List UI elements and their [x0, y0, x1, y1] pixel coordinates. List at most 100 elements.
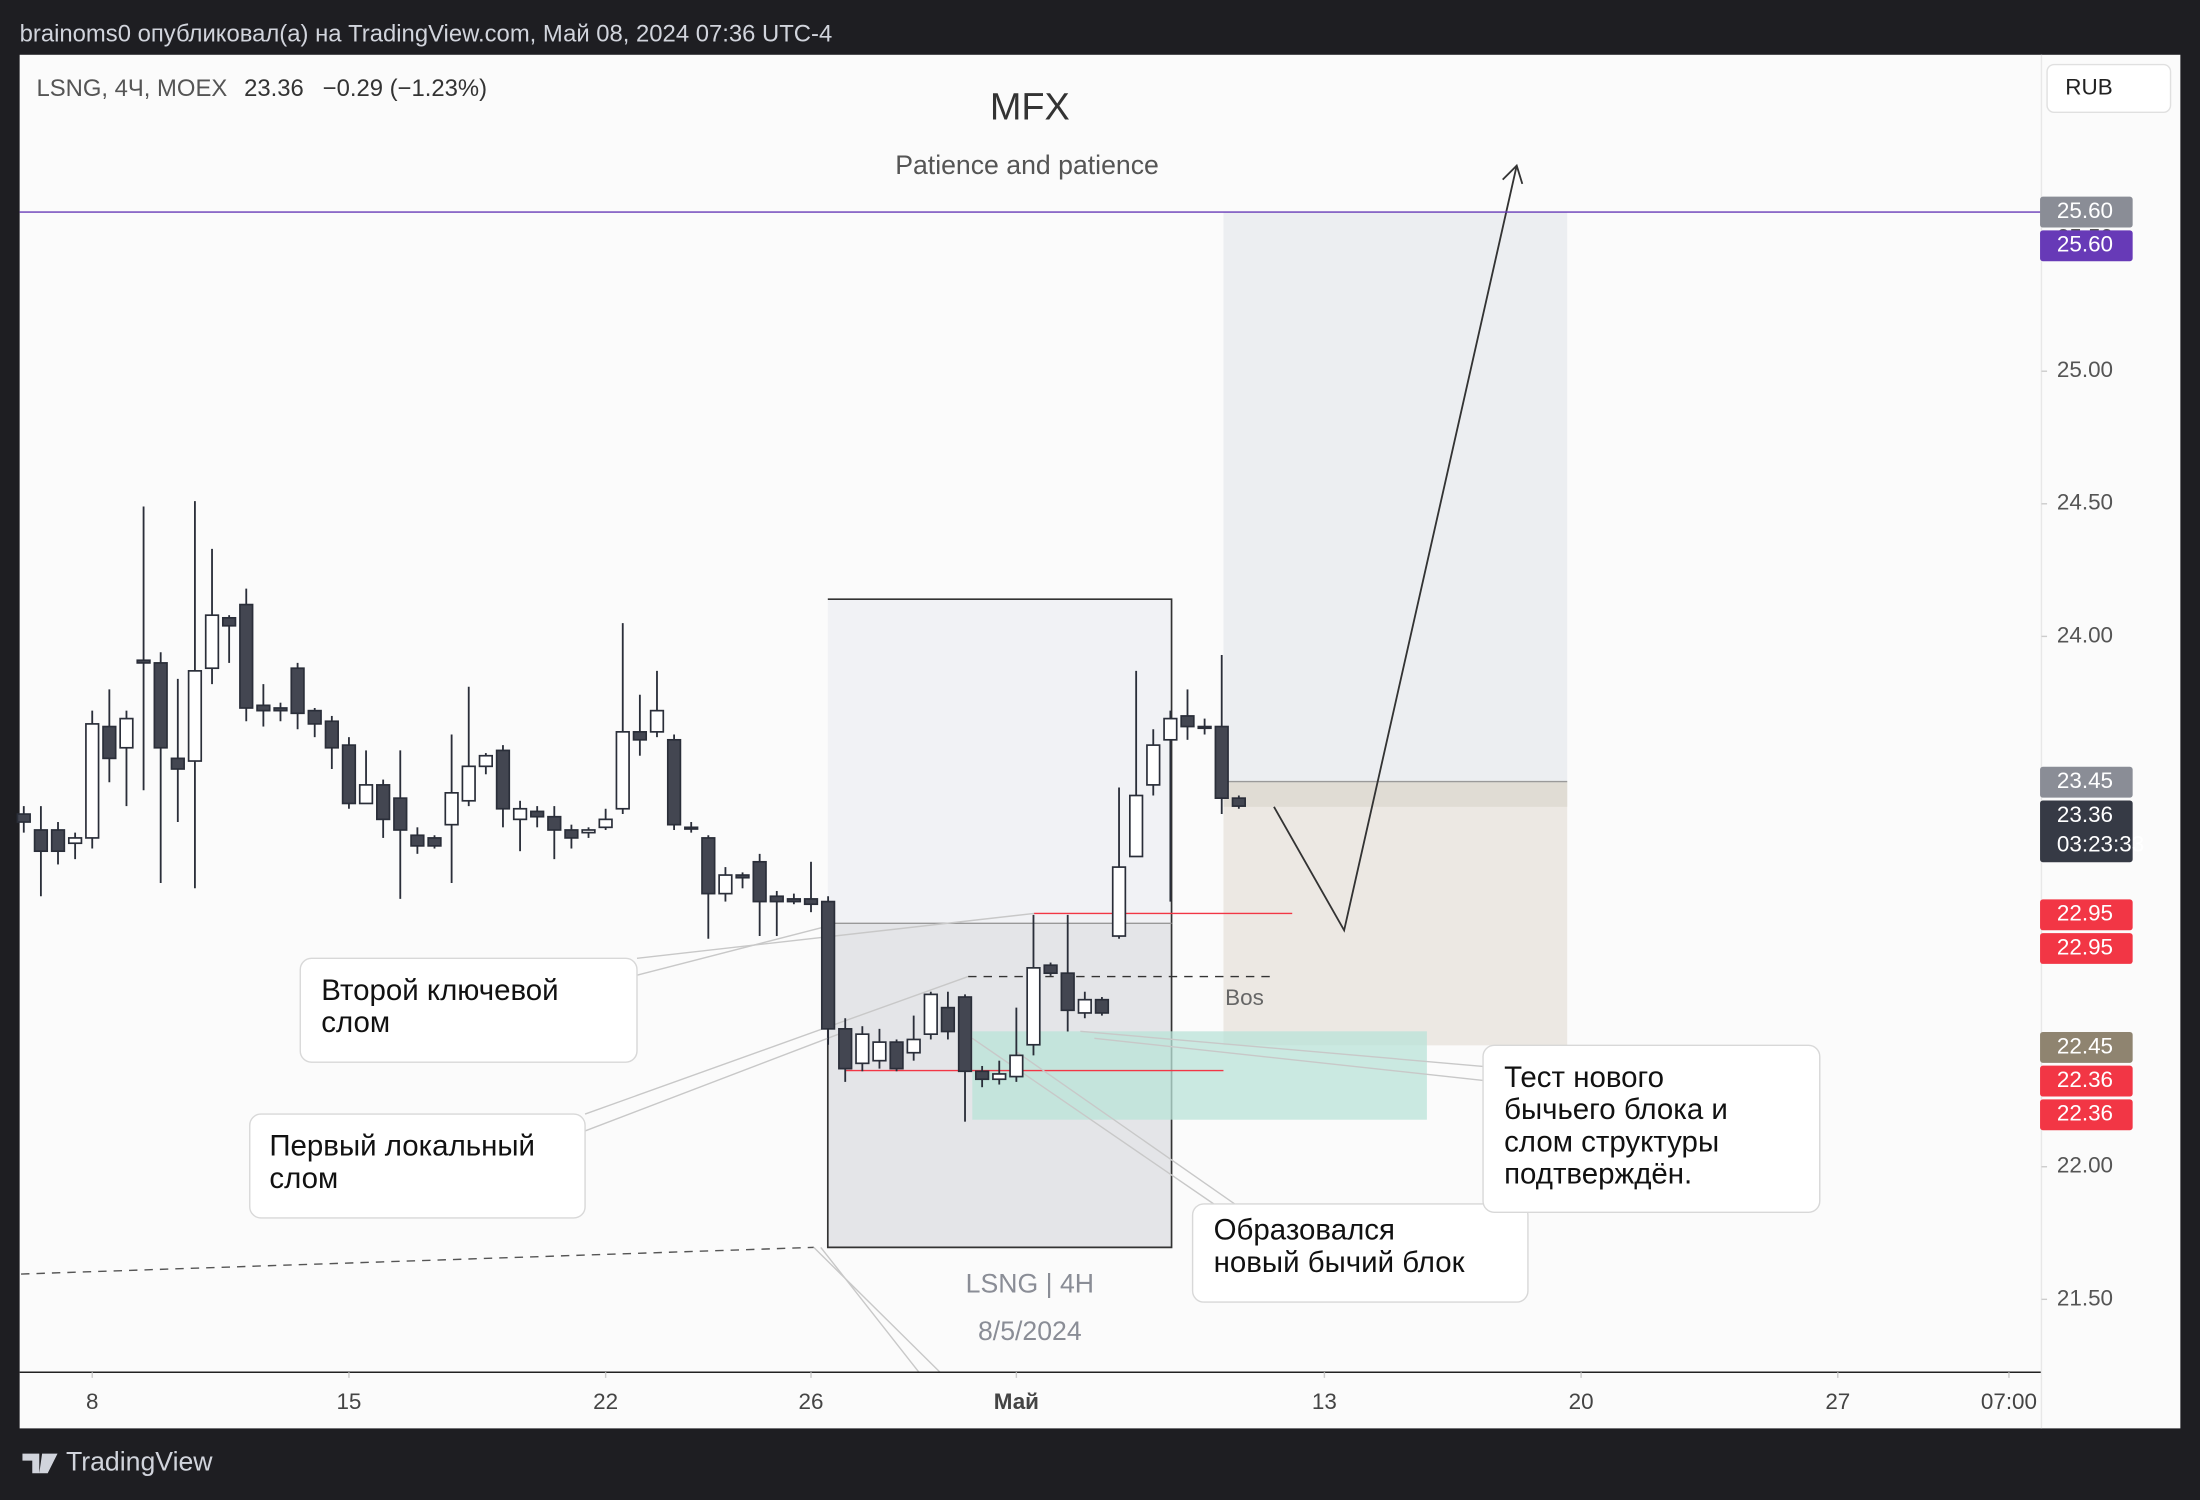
- annotation: подтверждён.: [1504, 1158, 1692, 1191]
- candle-body: [376, 784, 391, 821]
- published: brainoms0 опубликовал(а) на TradingView.…: [20, 20, 833, 47]
- candle-body: [1077, 998, 1092, 1014]
- annotation: Второй ключевой: [321, 974, 558, 1007]
- chart-title: MFX: [990, 87, 1070, 129]
- price-label-box: [2040, 1065, 2133, 1097]
- candle-body: [16, 813, 31, 823]
- currency-button[interactable]: [2046, 63, 2172, 114]
- candle-body: [974, 1070, 990, 1081]
- candle-body: [1214, 725, 1229, 799]
- candle-body: [444, 792, 459, 826]
- price-label-box: [2040, 196, 2133, 228]
- candle-body: [803, 898, 819, 906]
- price-label: 25.60: [2057, 198, 2113, 223]
- logo: [22, 1453, 58, 1474]
- x-tick-label: 8: [86, 1389, 98, 1414]
- candle-body: [136, 659, 151, 664]
- price-label-box: [2040, 1031, 2133, 1063]
- candle-body: [1009, 1054, 1024, 1078]
- annotation: Образовался: [1214, 1214, 1395, 1247]
- candle-body: [1060, 972, 1075, 1012]
- watermark: LSNG | 4H: [966, 1268, 1094, 1298]
- price-label-box: [2040, 766, 2133, 798]
- candle-body: [992, 1073, 1007, 1081]
- candle-body: [581, 829, 596, 834]
- price-label-box: [2040, 933, 2133, 964]
- candle-body: [290, 667, 305, 715]
- candle-body: [50, 829, 66, 853]
- price-label-box: [2040, 800, 2133, 863]
- candle-body: [461, 765, 476, 802]
- candle-body: [564, 829, 579, 839]
- candle-body: [1111, 866, 1127, 937]
- x-tick-label: 27: [1825, 1389, 1850, 1414]
- annotation: слом: [321, 1006, 390, 1039]
- candle-body: [170, 757, 185, 770]
- candle-body: [85, 723, 100, 839]
- candle-body: [358, 784, 374, 805]
- candle-body: [410, 834, 425, 847]
- candle-body: [187, 670, 203, 762]
- candle-body: [204, 614, 220, 670]
- candle-body: [495, 749, 511, 810]
- candle-body: [273, 707, 288, 712]
- price-label: 23.36: [2057, 802, 2113, 827]
- arrow-head: [1502, 163, 1524, 185]
- candle-body: [256, 704, 271, 712]
- candle-body: [684, 826, 699, 830]
- candle-body: [838, 1028, 853, 1070]
- candle-body: [1128, 794, 1144, 858]
- y-tick-label: 25.00: [2057, 357, 2113, 382]
- currency[interactable]: RUB: [2065, 74, 2112, 99]
- candle-body: [855, 1033, 870, 1065]
- candle-body: [1094, 998, 1110, 1014]
- candle-body: [701, 837, 716, 895]
- candle-body: [752, 860, 767, 903]
- candle-body: [1163, 717, 1178, 741]
- price-label: 25.60: [2057, 232, 2113, 257]
- callout-boxes: [249, 957, 1821, 1303]
- candle-body: [735, 874, 750, 879]
- price-label: 22.36: [2057, 1101, 2113, 1126]
- symbol: LSNG, 4Ч, MOEX: [36, 75, 227, 102]
- candle-body: [923, 993, 938, 1035]
- target-zone: [1223, 211, 1568, 782]
- x-tick-label: 22: [593, 1389, 618, 1414]
- annotation: Первый локальный: [269, 1130, 535, 1163]
- candle-body: [67, 837, 83, 845]
- price-label: 22.36: [2057, 1067, 2113, 1092]
- price-label-box: [2040, 230, 2133, 262]
- y-tick-label: 24.00: [2057, 622, 2113, 647]
- bos-label: Bos: [1225, 985, 1264, 1010]
- candle-body: [1231, 797, 1246, 807]
- candle-body: [820, 900, 836, 1030]
- candle-body: [427, 837, 442, 847]
- candle-body: [119, 717, 134, 749]
- x-tick-label: 20: [1569, 1389, 1594, 1414]
- x-tick-label: 26: [799, 1389, 824, 1414]
- candle-body: [1197, 725, 1212, 730]
- candle-body: [221, 616, 237, 627]
- change: −0.29 (−1.23%): [323, 75, 487, 102]
- candle-body: [512, 807, 528, 821]
- candle-body: [307, 709, 322, 725]
- last-price: 23.36: [244, 75, 304, 102]
- candle-body: [33, 829, 49, 853]
- candle-body: [393, 797, 408, 831]
- candle-body: [769, 895, 784, 903]
- x-tick-label: 13: [1312, 1389, 1337, 1414]
- candle-body: [547, 815, 562, 831]
- annotation: слом структуры: [1504, 1125, 1719, 1158]
- price-label: 22.45: [2057, 1033, 2113, 1058]
- candle-body: [1180, 715, 1195, 728]
- candle-body: [102, 725, 117, 760]
- candle-body: [324, 720, 339, 749]
- annotation: новый бычий блок: [1214, 1246, 1466, 1279]
- bull-block: [972, 1031, 1427, 1120]
- candle-body: [957, 996, 973, 1073]
- candle-body: [786, 898, 802, 903]
- projection-arrow: [1273, 165, 1518, 933]
- x-tick-label: Май: [994, 1389, 1039, 1414]
